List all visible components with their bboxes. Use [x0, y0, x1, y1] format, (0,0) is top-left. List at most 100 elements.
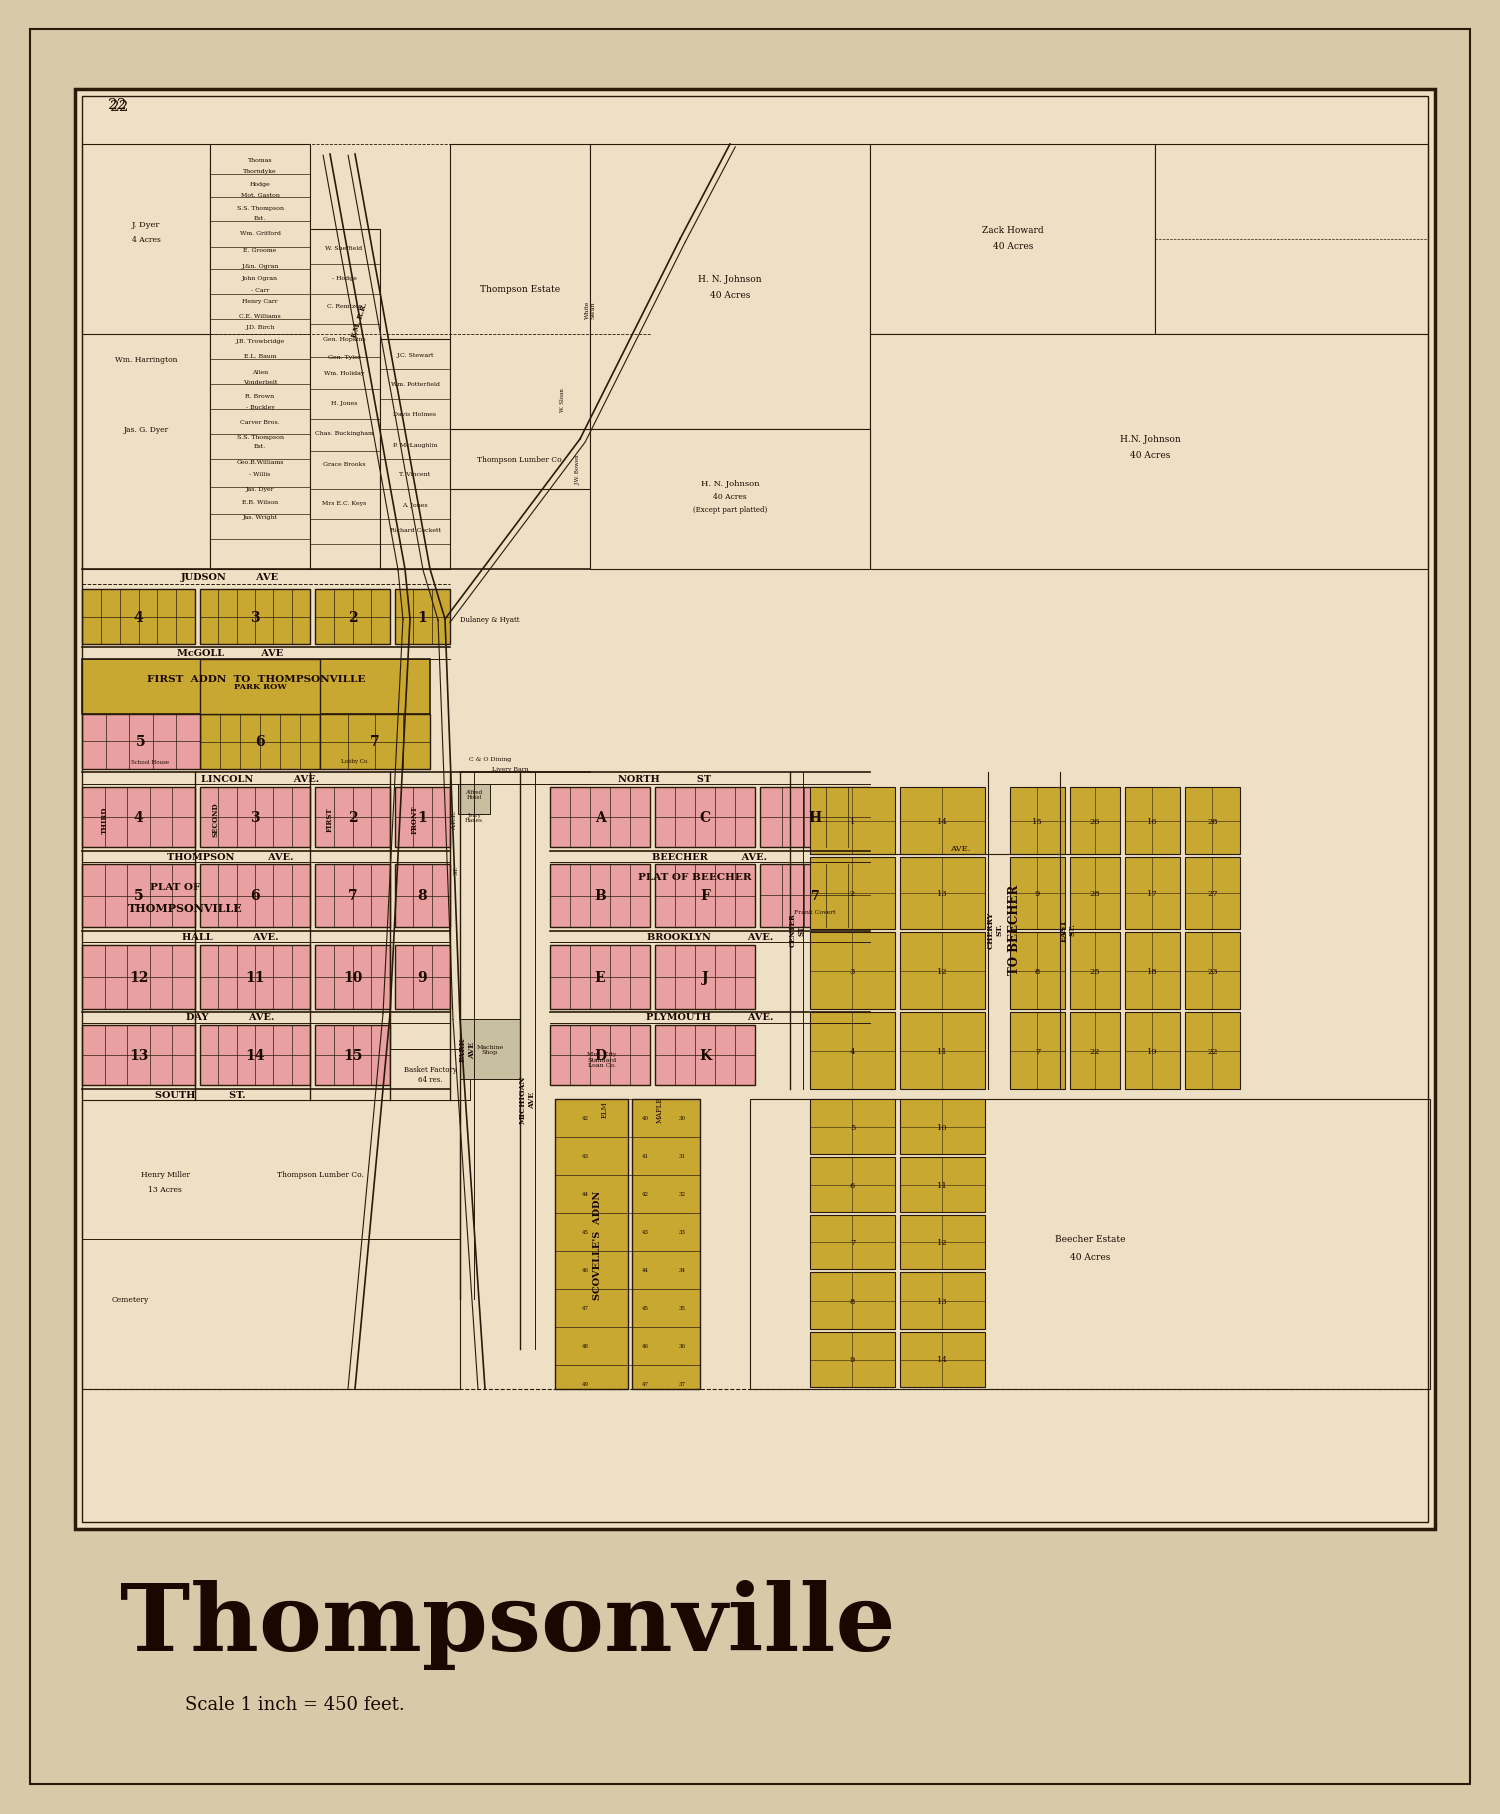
- Text: F: F: [700, 889, 709, 903]
- Text: PLAT OF BEECHER: PLAT OF BEECHER: [638, 873, 752, 882]
- Text: PLAT OF: PLAT OF: [150, 883, 200, 892]
- Text: 25: 25: [1089, 967, 1101, 974]
- Polygon shape: [1010, 787, 1065, 854]
- Text: 13 Acres: 13 Acres: [148, 1185, 182, 1194]
- Polygon shape: [1185, 932, 1240, 1009]
- Polygon shape: [200, 787, 310, 847]
- Text: Mrs E.C. Keys: Mrs E.C. Keys: [322, 501, 366, 506]
- Polygon shape: [82, 715, 200, 769]
- Polygon shape: [656, 1025, 754, 1085]
- Text: 19: 19: [1148, 1047, 1158, 1056]
- Polygon shape: [315, 1025, 390, 1085]
- Text: Livery Barn: Livery Barn: [492, 767, 528, 773]
- Text: 28: 28: [1089, 889, 1101, 898]
- Text: Henry Miller: Henry Miller: [141, 1170, 189, 1179]
- Polygon shape: [82, 145, 210, 570]
- Text: THIRD: THIRD: [100, 805, 109, 833]
- Polygon shape: [810, 1099, 895, 1154]
- Polygon shape: [810, 1331, 895, 1388]
- Text: J.B. Trowbridge: J.B. Trowbridge: [236, 339, 285, 345]
- Text: BEECHER          AVE.: BEECHER AVE.: [652, 853, 768, 862]
- Text: 14: 14: [938, 816, 948, 825]
- Text: 9: 9: [417, 970, 428, 985]
- Text: A.R.R.: A.R.R.: [453, 809, 458, 829]
- Text: CHERRY
ST.: CHERRY ST.: [987, 911, 1004, 949]
- Text: J. Dyer: J. Dyer: [132, 221, 160, 229]
- Text: Thomas: Thomas: [248, 158, 273, 163]
- Text: 11: 11: [246, 970, 266, 985]
- Polygon shape: [550, 865, 650, 927]
- Text: 12: 12: [938, 1239, 948, 1246]
- Polygon shape: [1125, 787, 1180, 854]
- Text: J.W. Bowen: J.W. Bowen: [576, 455, 580, 484]
- Text: 18: 18: [1148, 967, 1158, 974]
- Polygon shape: [656, 787, 754, 847]
- Polygon shape: [900, 1215, 986, 1270]
- Text: 46: 46: [642, 1344, 648, 1350]
- Text: Lobby Co.: Lobby Co.: [340, 758, 369, 764]
- Polygon shape: [810, 1272, 895, 1330]
- Text: 48: 48: [582, 1344, 588, 1350]
- Polygon shape: [1125, 932, 1180, 1009]
- Text: 40 Acres: 40 Acres: [1070, 1253, 1110, 1263]
- Polygon shape: [200, 590, 310, 644]
- Text: F.M. R.R.: F.M. R.R.: [351, 301, 369, 339]
- Text: 22: 22: [1089, 1047, 1100, 1056]
- Text: 37: 37: [678, 1382, 686, 1386]
- Text: PLYMOUTH           AVE.: PLYMOUTH AVE.: [646, 1012, 774, 1021]
- Text: 36: 36: [678, 1344, 686, 1350]
- Text: Jas. Dyer: Jas. Dyer: [246, 488, 274, 492]
- Polygon shape: [900, 1099, 986, 1154]
- Text: CENTER
ST.: CENTER ST.: [789, 912, 806, 947]
- Polygon shape: [210, 145, 310, 570]
- Polygon shape: [315, 945, 390, 1009]
- Text: E.B. Wilson: E.B. Wilson: [242, 499, 278, 504]
- Text: T. Vincent: T. Vincent: [399, 472, 430, 477]
- Text: 7: 7: [1035, 1047, 1040, 1056]
- Text: H. Jones: H. Jones: [332, 401, 357, 406]
- Text: 23: 23: [1208, 967, 1218, 974]
- Polygon shape: [82, 660, 430, 715]
- Polygon shape: [550, 1025, 650, 1085]
- Text: Wm. Potterfield: Wm. Potterfield: [390, 383, 439, 386]
- Text: 6: 6: [251, 889, 260, 903]
- Polygon shape: [200, 1025, 310, 1085]
- Text: 8: 8: [850, 1297, 855, 1304]
- Text: 40: 40: [642, 1116, 648, 1121]
- Text: W. Sheffield: W. Sheffield: [326, 245, 363, 250]
- Text: - Hodge: - Hodge: [332, 276, 357, 281]
- Text: Carver Bros.: Carver Bros.: [240, 421, 280, 424]
- Text: Wm. Harrington: Wm. Harrington: [116, 356, 177, 365]
- Text: - Buckley: - Buckley: [246, 405, 274, 410]
- Text: 47: 47: [642, 1382, 648, 1386]
- Text: 43: 43: [582, 1154, 588, 1159]
- Text: Hodge: Hodge: [249, 181, 270, 187]
- Polygon shape: [900, 932, 986, 1009]
- Text: 3: 3: [251, 811, 260, 825]
- Text: 1: 1: [417, 811, 428, 825]
- Text: 40 Acres: 40 Acres: [1130, 452, 1170, 461]
- Polygon shape: [200, 715, 320, 769]
- Polygon shape: [315, 590, 390, 644]
- Polygon shape: [1070, 1012, 1120, 1090]
- Polygon shape: [760, 865, 870, 927]
- Polygon shape: [1185, 858, 1240, 929]
- Polygon shape: [750, 1099, 1430, 1390]
- Text: BROOKLYN           AVE.: BROOKLYN AVE.: [646, 932, 772, 941]
- Text: SECOND: SECOND: [211, 802, 219, 836]
- Text: Mot. Gaston: Mot. Gaston: [240, 192, 279, 198]
- Polygon shape: [555, 1099, 628, 1390]
- Text: H: H: [808, 811, 822, 825]
- Polygon shape: [1070, 858, 1120, 929]
- Text: 5: 5: [136, 735, 146, 749]
- Polygon shape: [1185, 787, 1240, 854]
- Text: PARK ROW: PARK ROW: [234, 682, 286, 691]
- Polygon shape: [810, 1012, 895, 1090]
- Text: Mut. City
Standard
Loan Co.: Mut. City Standard Loan Co.: [588, 1050, 616, 1068]
- Text: 40 Acres: 40 Acres: [710, 292, 750, 301]
- Text: 41: 41: [642, 1154, 648, 1159]
- Text: 22: 22: [110, 100, 129, 114]
- Text: J.&n. Ogran: J.&n. Ogran: [242, 263, 279, 268]
- Text: 11: 11: [938, 1181, 948, 1188]
- Text: NORTH           ST: NORTH ST: [618, 775, 711, 784]
